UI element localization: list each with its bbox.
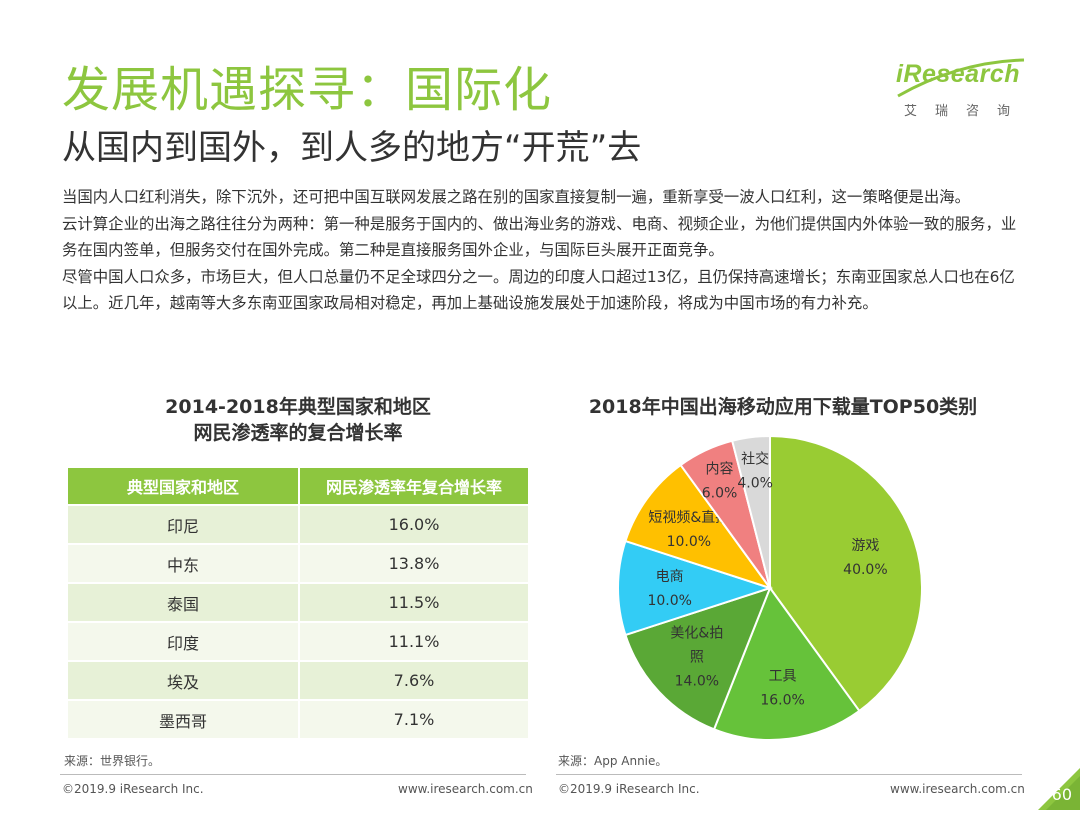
region-cell: 印尼 bbox=[68, 506, 298, 543]
region-cell: 墨西哥 bbox=[68, 701, 298, 738]
footer-url: www.iresearch.com.cn bbox=[890, 782, 1025, 796]
footer-copyright: ©2019.9 iResearch Inc. bbox=[62, 782, 204, 796]
region-cell: 中东 bbox=[68, 545, 298, 582]
source-left: 来源：世界银行。 bbox=[64, 754, 161, 768]
rate-cell: 11.5% bbox=[298, 584, 528, 621]
table-row: 埃及 7.6% bbox=[68, 662, 528, 699]
paragraph: 云计算企业的出海之路往往分为两种：第一种是服务于国内的、做出海业务的游戏、电商、… bbox=[62, 214, 1017, 260]
table-title: 2014-2018年典型国家和地区 网民渗透率的复合增长率 bbox=[68, 394, 528, 446]
logo-subtitle: 艾瑞咨询 bbox=[903, 104, 1028, 119]
column-header: 典型国家和地区 bbox=[68, 468, 298, 504]
rate-cell: 7.6% bbox=[298, 662, 528, 699]
page-corner-icon bbox=[1038, 768, 1080, 810]
pie-category-label: 社交 bbox=[741, 450, 769, 467]
page-number: 60 bbox=[1051, 785, 1072, 804]
footer-copyright: ©2019.9 iResearch Inc. bbox=[558, 782, 700, 796]
iresearch-logo: iResearch 艾瑞咨询 bbox=[888, 56, 1028, 126]
pie-slice-1 bbox=[712, 585, 861, 741]
pie-category-label: 内容 bbox=[706, 461, 734, 478]
rate-cell: 7.1% bbox=[298, 701, 528, 738]
region-cell: 印度 bbox=[68, 623, 298, 660]
table-title-line2: 网民渗透率的复合增长率 bbox=[193, 422, 403, 444]
pie-value-label: 40.0% bbox=[843, 562, 887, 578]
pie-slice-4 bbox=[624, 463, 773, 590]
table-header-row: 典型国家和地区 网民渗透率年复合增长率 bbox=[68, 468, 528, 504]
footer-divider bbox=[60, 774, 526, 775]
pie-slice-0 bbox=[769, 434, 923, 713]
rate-cell: 13.8% bbox=[298, 545, 528, 582]
pie-value-label: 10.0% bbox=[647, 593, 691, 609]
pie-category-label: 游戏 bbox=[851, 538, 879, 554]
table-row: 印尼 16.0% bbox=[68, 506, 528, 543]
pie-value-label: 16.0% bbox=[760, 693, 804, 709]
paragraph: 当国内人口红利消失，除下沉外，还可把中国互联网发展之路在别的国家直接复制一遍，重… bbox=[62, 188, 971, 206]
footer-divider bbox=[556, 774, 1022, 775]
pie-title: 2018年中国出海移动应用下载量TOP50类别 bbox=[588, 396, 978, 418]
region-cell: 埃及 bbox=[68, 662, 298, 699]
table-row: 中东 13.8% bbox=[68, 545, 528, 582]
pie-category-label: 电商 bbox=[656, 569, 684, 585]
pie-slice-6 bbox=[730, 434, 771, 589]
pie-category-label: 短视频&直播 bbox=[648, 509, 729, 526]
rate-cell: 11.1% bbox=[298, 623, 528, 660]
pie-value-label: 4.0% bbox=[737, 475, 773, 491]
column-header: 网民渗透率年复合增长率 bbox=[298, 468, 528, 504]
category-pie-chart: 游戏 40.0% 工具 16.0% 美化&拍照 14.0% 电商 10.0% 短视频&直播 10.… bbox=[617, 434, 923, 741]
growth-rate-table: 典型国家和地区 网民渗透率年复合增长率 印尼 16.0% 中东 13.8% 泰国… bbox=[68, 466, 528, 740]
page-title: 发展机遇探寻：国际化 bbox=[62, 62, 553, 118]
pie-value-label: 10.0% bbox=[667, 534, 711, 550]
pie-category-label: 工具 bbox=[769, 669, 797, 685]
pie-slice-3 bbox=[617, 539, 774, 637]
page-subtitle: 从国内到国外，到人多的地方“开荒”去 bbox=[62, 128, 642, 168]
table-row: 印度 11.1% bbox=[68, 623, 528, 660]
region-cell: 泰国 bbox=[68, 584, 298, 621]
table-row: 墨西哥 7.1% bbox=[68, 701, 528, 738]
page-number-badge: 60 bbox=[1038, 768, 1080, 810]
pie-value-label: 6.0% bbox=[702, 486, 738, 502]
footer-url: www.iresearch.com.cn bbox=[398, 782, 533, 796]
table-row: 泰国 11.5% bbox=[68, 584, 528, 621]
intro-text: 当国内人口红利消失，除下沉外，还可把中国互联网发展之路在别的国家直接复制一遍，重… bbox=[62, 184, 1030, 317]
pie-category-label: 美化&拍 bbox=[670, 626, 723, 642]
rate-cell: 16.0% bbox=[298, 506, 528, 543]
logo-swoosh-icon bbox=[897, 58, 1025, 98]
pie-category-label: 照 bbox=[690, 650, 704, 666]
source-right: 来源：App Annie。 bbox=[558, 754, 668, 768]
pie-value-label: 14.0% bbox=[675, 674, 719, 690]
table-title-line1: 2014-2018年典型国家和地区 bbox=[165, 396, 431, 418]
paragraph: 尽管中国人口众多，市场巨大，但人口总量仍不足全球四分之一。周边的印度人口超过13… bbox=[62, 267, 1015, 313]
logo-brand: iResearch bbox=[895, 60, 1020, 88]
